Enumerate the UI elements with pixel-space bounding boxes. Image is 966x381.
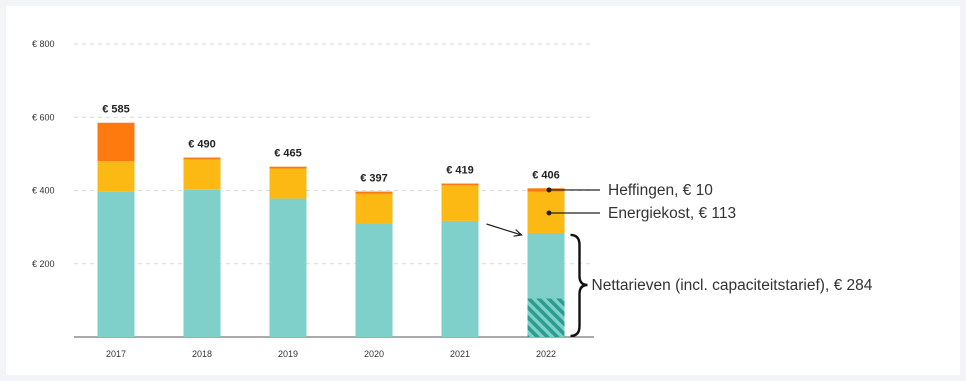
stacked-bar-chart: € 200 € 400 € 600 € 800 2017 € 585 2018 € 490 2…: [32, 39, 873, 359]
x-tick-label: 2017: [106, 349, 126, 359]
bar-segment-nettarieven-2018: [183, 189, 221, 337]
y-tick-label: € 400: [32, 186, 55, 196]
bar-segment-energiekost-2017: [97, 161, 135, 192]
hatched-segment-2022: [527, 298, 565, 337]
annotation-heffingen: Heffingen, € 10: [608, 182, 713, 199]
y-tick-label: € 800: [32, 39, 55, 49]
x-tick-label: 2019: [278, 349, 298, 359]
y-tick-label: € 600: [32, 112, 55, 122]
total-label: € 397: [360, 173, 388, 185]
bar-segment-heffingen-2017: [97, 122, 135, 162]
bar-segment-energiekost-2020: [355, 193, 393, 224]
bar-segment-heffingen-2018: [183, 157, 221, 160]
bar-segment-heffingen-2019: [269, 166, 307, 169]
bar-segment-heffingen-2021: [441, 183, 479, 186]
bar-segment-heffingen-2022: [527, 188, 565, 192]
chart-card: € 200 € 400 € 600 € 800 2017 € 585 2018 € 490 2…: [6, 6, 960, 375]
x-tick-label: 2020: [364, 349, 384, 359]
bar-segment-energiekost-2021: [441, 185, 479, 221]
annotation-nettarieven: Nettarieven (incl. capaciteitstarief), €…: [592, 277, 873, 294]
x-tick-label: 2021: [450, 349, 470, 359]
bar-segment-energiekost-2019: [269, 168, 307, 199]
total-label: € 585: [102, 104, 130, 116]
total-label: € 465: [274, 148, 302, 160]
bar-segment-nettarieven-2020: [355, 223, 393, 337]
comparison-arrow-head: [513, 229, 523, 237]
y-tick-label: € 200: [32, 259, 55, 269]
bar-segment-energiekost-2018: [183, 159, 221, 190]
total-label: € 419: [446, 165, 474, 177]
annotation-energiekost: Energiekost, € 113: [608, 205, 736, 222]
comparison-arrow-shaft: [486, 223, 522, 236]
x-tick-label: 2022: [536, 349, 556, 359]
annotation-bracket-nettarieven: [570, 233, 588, 338]
total-label: € 490: [188, 139, 216, 151]
x-tick-label: 2018: [192, 349, 212, 359]
bar-segment-nettarieven-2019: [269, 198, 307, 337]
bar-segment-nettarieven-2017: [97, 191, 135, 337]
total-label: € 406: [532, 169, 560, 181]
bar-segment-heffingen-2020: [355, 191, 393, 194]
bar-segment-energiekost-2022: [527, 191, 565, 233]
bar-segment-nettarieven-2021: [441, 220, 479, 337]
